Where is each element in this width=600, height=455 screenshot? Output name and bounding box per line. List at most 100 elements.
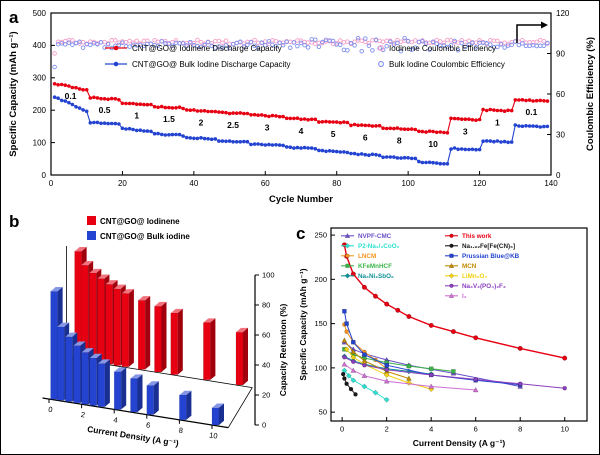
data-point xyxy=(402,155,407,160)
data-point-marker xyxy=(451,369,456,374)
data-point xyxy=(377,123,382,128)
data-point xyxy=(224,139,228,144)
axes: 0 2 4 6 8 10 50 100 150 200 250 Current Density (A … xyxy=(298,227,588,448)
ce-point xyxy=(434,41,439,46)
ce-point xyxy=(220,45,225,50)
data-point xyxy=(424,130,428,134)
data-point xyxy=(256,142,260,146)
data-point xyxy=(124,127,128,131)
data-point xyxy=(106,97,110,102)
panel-a-rate-cycling-chart: 0 20 40 60 80 100 120 1400100200300400500030609… xyxy=(8,9,596,205)
data-point-marker xyxy=(342,376,347,381)
bar-top xyxy=(73,341,86,346)
data-point xyxy=(74,105,78,109)
data-point xyxy=(527,124,532,128)
data-point xyxy=(309,117,314,122)
ce-point xyxy=(270,42,275,47)
data-point xyxy=(259,142,264,147)
data-point xyxy=(420,129,425,134)
data-point-marker xyxy=(449,283,454,288)
ce-point xyxy=(195,37,200,43)
ce-point xyxy=(105,42,111,47)
ce-point xyxy=(477,38,482,43)
data-point xyxy=(374,152,378,157)
data-point xyxy=(434,161,439,165)
ce-point xyxy=(395,37,400,43)
ce-point xyxy=(398,48,404,54)
ce-point xyxy=(113,38,118,43)
ce-point xyxy=(120,40,125,45)
ce-point xyxy=(166,41,172,47)
bar-front xyxy=(211,407,220,426)
ce-point xyxy=(488,42,493,47)
ce-point xyxy=(298,40,304,46)
data-point xyxy=(334,149,339,154)
y-tick-label: 200 xyxy=(314,275,327,284)
data-point xyxy=(442,130,446,135)
x-tick-label: 4 xyxy=(113,415,119,425)
data-point xyxy=(470,147,475,152)
data-point xyxy=(367,123,371,128)
ce-point xyxy=(70,42,75,47)
data-point xyxy=(63,99,68,103)
ce-point xyxy=(280,42,286,48)
data-point-marker xyxy=(406,363,412,369)
data-point xyxy=(370,152,375,157)
ce-point xyxy=(463,44,468,50)
ce-point xyxy=(130,40,136,46)
bar-side xyxy=(128,289,134,367)
data-point xyxy=(238,111,243,115)
ce-point xyxy=(173,38,179,43)
ce-point xyxy=(248,39,254,45)
data-point-marker xyxy=(344,243,351,249)
bar-front xyxy=(89,357,97,406)
bar-front xyxy=(81,352,89,405)
data-point xyxy=(209,137,214,142)
bar-top xyxy=(74,247,87,252)
z-tick-label: 0 xyxy=(262,421,266,430)
ce-point xyxy=(241,44,247,49)
data-point xyxy=(545,124,550,129)
data-point xyxy=(534,98,539,103)
data-point xyxy=(213,137,218,141)
data-point xyxy=(277,114,282,119)
data-point-marker xyxy=(345,372,352,379)
data-point xyxy=(188,136,193,140)
y-left-axis-title: Specific Capacity (mAh g⁻¹) xyxy=(8,31,19,156)
data-point xyxy=(513,98,518,102)
data-point xyxy=(495,139,500,143)
data-point xyxy=(284,116,289,121)
legend-label: KFeMnHCF xyxy=(358,263,392,270)
data-point xyxy=(102,121,107,125)
data-point xyxy=(392,155,396,159)
data-point xyxy=(327,149,332,153)
bar-top xyxy=(65,332,78,337)
data-point xyxy=(467,117,471,121)
data-point xyxy=(313,117,318,122)
y-right-tick-label: 30 xyxy=(556,130,565,139)
data-point xyxy=(92,120,96,125)
ce-point xyxy=(252,37,257,43)
y-left-tick-label: 500 xyxy=(33,9,47,18)
y-left-tick-label: 400 xyxy=(33,41,47,50)
ce-point xyxy=(495,44,500,50)
data-point xyxy=(152,104,157,109)
data-point xyxy=(120,126,125,131)
ce-point xyxy=(459,40,464,46)
data-point xyxy=(409,127,414,131)
data-point xyxy=(474,147,478,152)
data-point xyxy=(399,127,403,131)
data-point xyxy=(220,110,225,115)
x-tick-label: 4 xyxy=(429,425,433,434)
data-point xyxy=(195,136,200,141)
data-point xyxy=(388,155,393,159)
ce-point xyxy=(277,40,282,46)
ce-point xyxy=(238,39,243,44)
ce-point xyxy=(441,40,447,46)
ce-point xyxy=(116,42,122,48)
data-point xyxy=(524,124,528,128)
data-point xyxy=(274,114,278,118)
rate-label: 4 xyxy=(299,126,304,136)
legend-label: CNT@GO@ Bulk iodine xyxy=(100,232,190,241)
axis-line xyxy=(42,397,229,429)
